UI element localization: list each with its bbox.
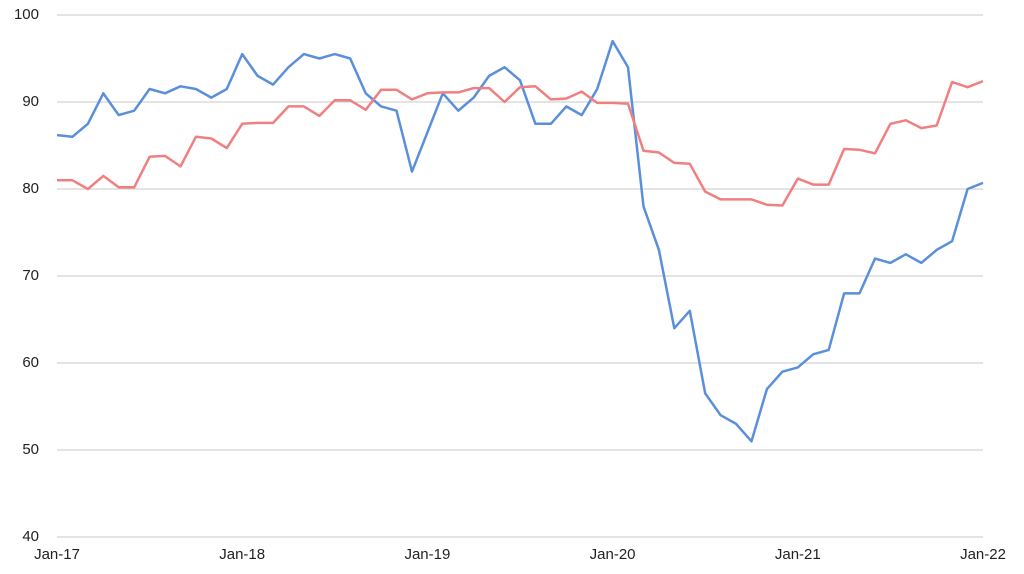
x-tick-label: Jan-22 [960,546,1006,563]
line [57,79,984,207]
line [56,39,984,443]
x-tick-label: Jan-19 [404,546,450,563]
y-tick-label: 40 [22,528,39,545]
y-tick-label: 60 [22,354,39,371]
y-tick-label: 80 [22,180,39,197]
x-tick-label: Jan-18 [219,546,265,563]
y-tick-label: 50 [22,441,39,458]
y-tick-label: 70 [22,267,39,284]
y-tick-label: 100 [14,6,39,23]
y-tick-label: 90 [22,93,39,110]
x-tick-label: Jan-17 [34,546,80,563]
x-tick-label: Jan-20 [590,546,636,563]
x-tick-label: Jan-21 [775,546,821,563]
